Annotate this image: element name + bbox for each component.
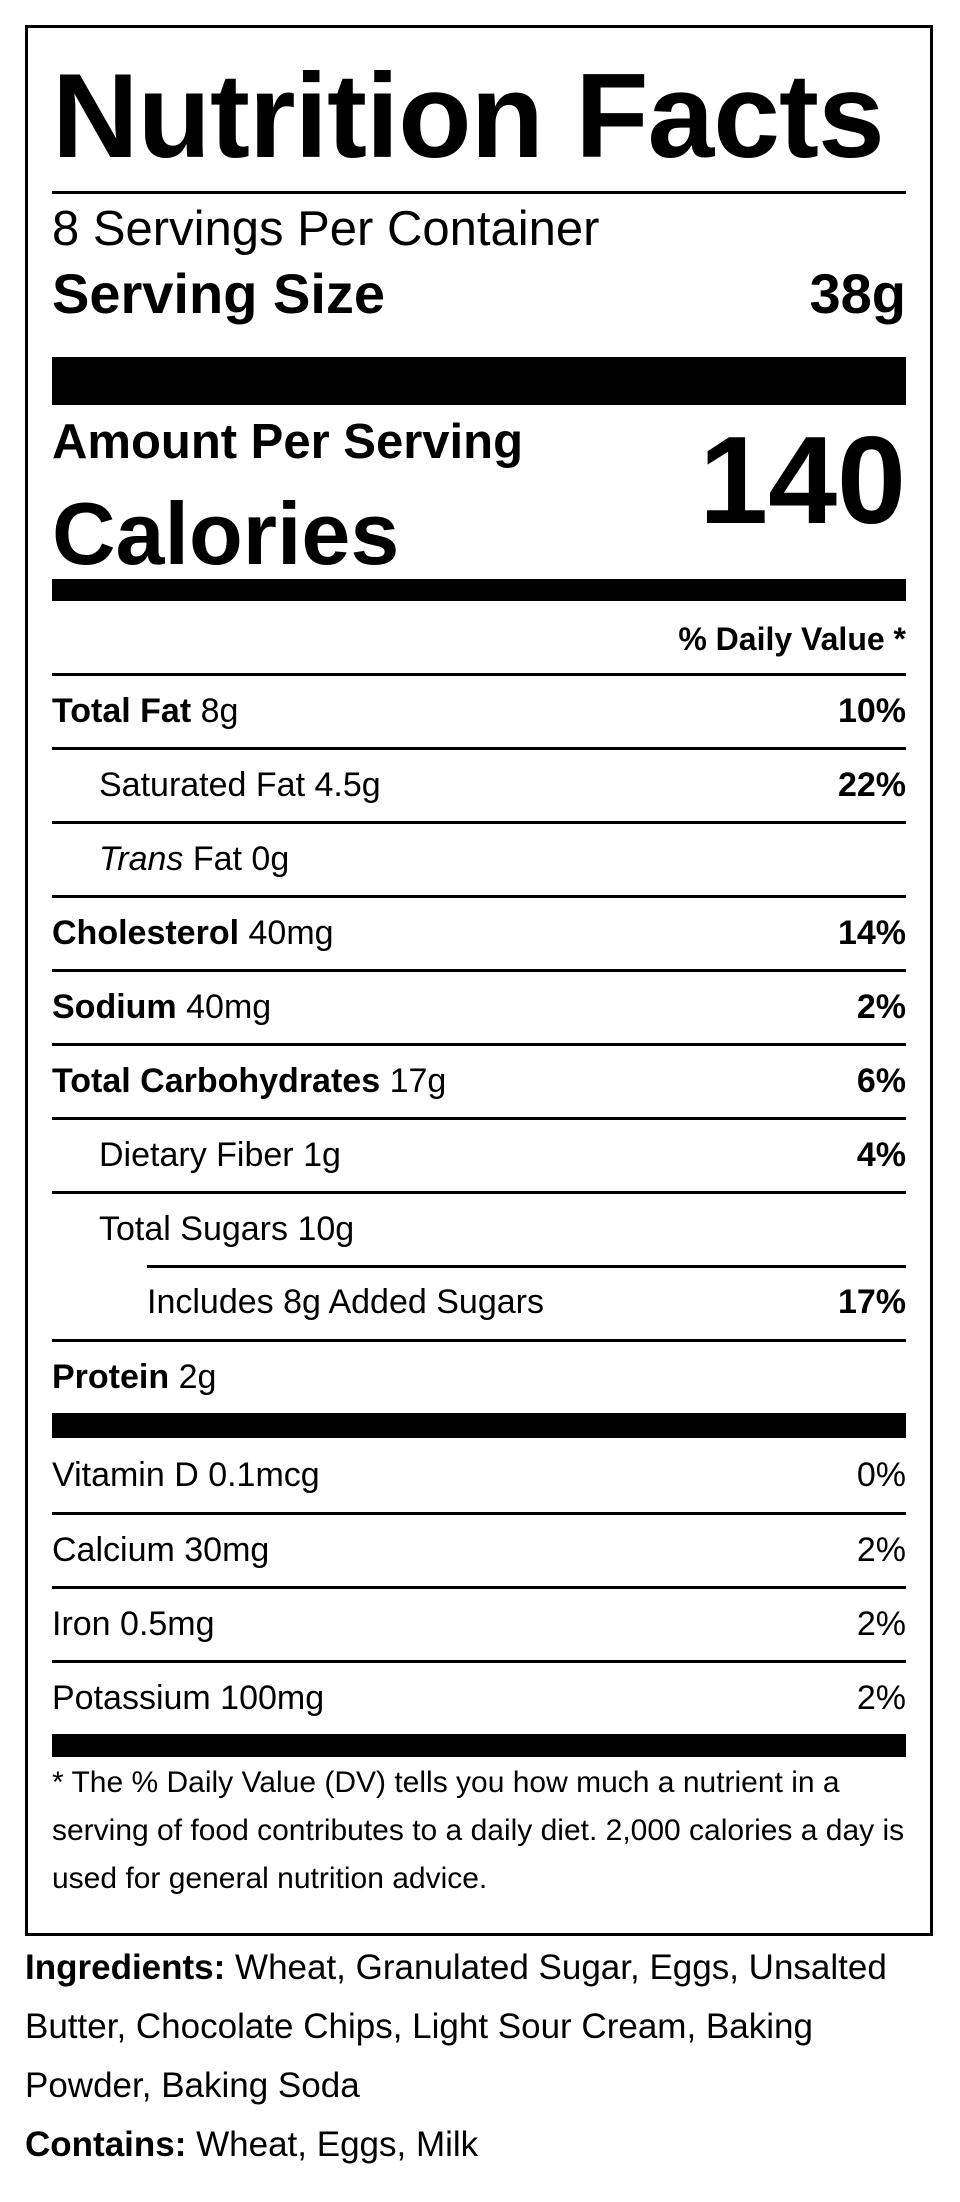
ingredients-label: Ingredients: [25,1948,226,1987]
nutrient-row-sodium: Sodium 40mg 2% [52,969,906,1043]
nutrient-dv: 22% [837,766,906,804]
nutrient-name: Dietary Fiber [99,1136,294,1174]
nutrient-name: Total Carbohydrates [52,1062,381,1100]
nutrient-amount: 40mg [186,988,272,1026]
nutrient-amount: 4.5g [314,766,381,804]
nutrient-amount: 1g [303,1136,341,1174]
nutrient-amount: 10g [297,1210,355,1248]
nutrient-name: Total Fat [52,692,192,730]
vitamin-dv: 2% [856,1605,906,1643]
nutrition-facts-label: Nutrition Facts 8 Servings Per Container… [25,25,933,1936]
nutrient-name: Cholesterol [52,914,240,952]
calories-row: Calories 140 [52,419,906,583]
nutrient-name: Includes 8g Added Sugars [147,1282,544,1321]
nutrient-dv: 4% [856,1136,906,1174]
nutrient-dv: 6% [856,1062,906,1100]
nutrient-name: Sodium [52,988,177,1026]
serving-size: Serving Size 38g [52,258,906,330]
calories-label: Calories [52,484,400,583]
vitamin-name: Calcium 30mg [52,1531,270,1569]
nutrient-row-total-fat: Total Fat 8g 10% [52,673,906,747]
nutrient-row-cholesterol: Cholesterol 40mg 14% [52,895,906,969]
nutrient-amount: 0g [251,840,290,878]
contains-text: Wheat, Eggs, Milk [196,2125,479,2164]
footnote: * The % Daily Value (DV) tells you how m… [52,1766,905,1895]
nutrient-dv: 2% [856,988,906,1026]
nutrient-row-dietary-fiber: Dietary Fiber 1g 4% [52,1117,906,1191]
thick-divider [52,1413,906,1438]
nutrient-name: Fat [192,840,242,878]
vitamin-dv: 2% [856,1679,906,1717]
nutrient-name: Saturated Fat [99,766,306,804]
nutrient-amount: 40mg [248,914,334,952]
label-title: Nutrition Facts [52,49,885,183]
nutrient-row-added-sugars: Includes 8g Added Sugars 17% [52,1265,906,1339]
vitamin-name: Vitamin D 0.1mcg [52,1455,320,1494]
ingredients-text: Wheat, Granulated Sugar, Eggs, Unsalted … [25,1948,887,2105]
nutrient-name: Protein [52,1358,170,1396]
nutrient-name-italic: Trans [99,840,184,878]
amount-per-serving: Amount Per Serving [52,415,524,469]
nutrient-dv: 10% [837,692,906,730]
nutrient-dv: 14% [837,914,906,952]
thick-divider [52,357,906,405]
calories-value: 140 [699,412,906,550]
nutrient-row-total-sugars: Total Sugars 10g [52,1191,906,1265]
nutrient-row-saturated-fat: Saturated Fat 4.5g 22% [52,747,906,821]
contains-label: Contains: [25,2125,187,2164]
nutrient-row-protein: Protein 2g [52,1339,906,1413]
serving-size-label: Serving Size [52,262,386,325]
nutrient-amount: 17g [389,1062,447,1100]
ingredients: Ingredients: Wheat, Granulated Sugar, Eg… [25,1938,945,2115]
nutrient-dv: 17% [837,1282,906,1321]
vitamin-name: Iron 0.5mg [52,1605,215,1643]
contains: Contains: Wheat, Eggs, Milk [25,2115,945,2174]
serving-size-value: 38g [809,262,907,325]
nutrient-amount: 2g [178,1358,217,1396]
vitamin-row: Iron 0.5mg 2% [52,1586,906,1660]
medium-divider [52,579,906,601]
nutrient-amount: 8g [200,692,239,730]
vitamin-dv: 2% [856,1531,906,1569]
vitamin-row: Calcium 30mg 2% [52,1512,906,1586]
daily-value-header: % Daily Value * [678,621,906,657]
vitamin-name: Potassium 100mg [52,1679,325,1717]
vitamin-dv: 0% [856,1455,906,1494]
nutrient-row-total-carbohydrates: Total Carbohydrates 17g 6% [52,1043,906,1117]
nutrient-name: Total Sugars [99,1210,288,1248]
nutrient-row-trans-fat: Trans Fat 0g [52,821,906,895]
thick-divider [52,1734,906,1757]
divider [52,191,906,194]
vitamin-row: Vitamin D 0.1mcg 0% [52,1438,906,1512]
vitamin-row: Potassium 100mg 2% [52,1660,906,1734]
ingredients-section: Ingredients: Wheat, Granulated Sugar, Eg… [25,1938,945,2174]
servings-per-container: 8 Servings Per Container [52,202,600,256]
